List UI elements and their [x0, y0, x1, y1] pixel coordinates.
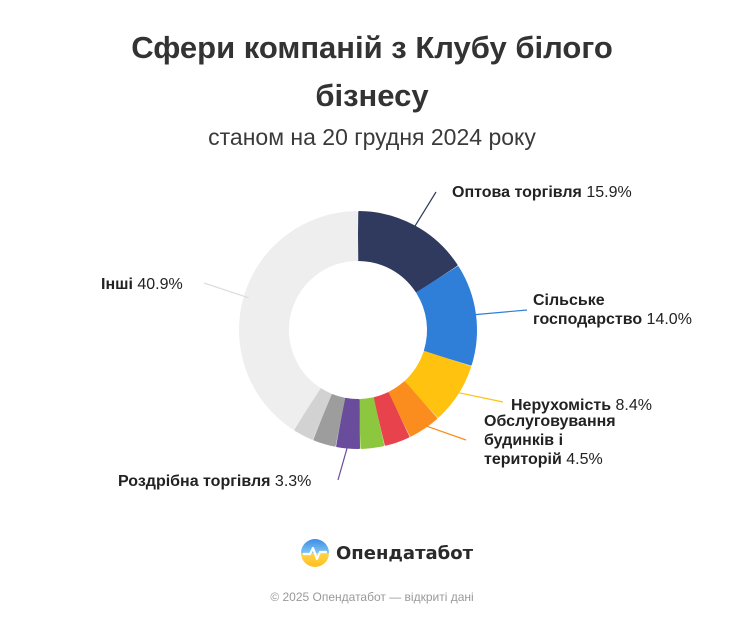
donut-slice	[416, 266, 477, 366]
leader-line	[453, 391, 504, 403]
donut-slice	[388, 381, 438, 437]
slice-label: Нерухомість 8.4%	[511, 397, 652, 414]
slice-label: Обслуговування будинків і територій 4.5%	[484, 413, 616, 468]
donut-slice	[239, 211, 359, 430]
leader-line	[412, 191, 437, 231]
slice-label: Інші 40.9%	[101, 276, 183, 293]
donut-slice	[313, 394, 346, 447]
chart-title-line: Сфери компаній з Клубу білого	[131, 30, 613, 65]
footer-copyright: © 2025 Опендатабот — відкриті дані	[270, 590, 474, 604]
donut-slice	[359, 397, 385, 449]
chart-title-line: бізнесу	[315, 78, 429, 113]
donut-slice	[373, 392, 410, 446]
opendatabot-logo-icon	[301, 539, 329, 567]
chart-subtitle: станом на 20 грудня 2024 року	[208, 124, 536, 150]
leader-line	[421, 423, 467, 441]
slice-label: Роздрібна торгівля 3.3%	[118, 473, 311, 490]
slice-label: Оптова торгівля 15.9%	[452, 184, 632, 201]
donut-slice	[357, 211, 458, 293]
donut-slice	[404, 350, 472, 418]
brand-name: Опендатабот	[336, 542, 474, 564]
leader-line	[337, 443, 349, 481]
donut-slice	[294, 388, 332, 440]
leader-line	[203, 282, 249, 299]
donut-slice	[336, 397, 360, 449]
brand-logo: Опендатабот	[300, 537, 473, 569]
leader-line	[470, 309, 528, 316]
slice-label: Сільське господарство 14.0%	[533, 292, 692, 328]
chart-title: Сфери компаній з Клубу білого бізнесу	[0, 24, 744, 120]
